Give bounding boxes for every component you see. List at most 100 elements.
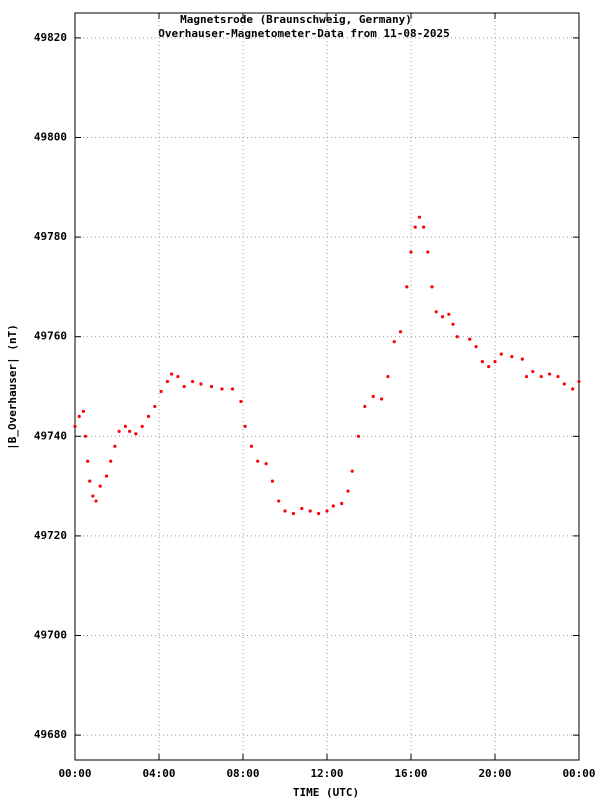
data-point — [73, 424, 77, 428]
x-tick-label: 00:00 — [58, 767, 91, 780]
data-point — [146, 414, 151, 418]
plot-frame — [74, 12, 580, 761]
data-point — [363, 404, 367, 409]
data-point — [277, 499, 281, 503]
data-point — [417, 215, 421, 219]
data-point — [386, 374, 390, 379]
data-point — [577, 379, 581, 384]
x-tick-label: 00:00 — [562, 767, 595, 780]
data-point — [562, 382, 566, 386]
data-point — [165, 379, 169, 384]
data-point — [325, 509, 329, 513]
data-point — [230, 387, 235, 391]
data-point — [83, 434, 88, 438]
chart-title: Magnetsrode (Braunschweig, Germany) — [180, 13, 412, 26]
data-point — [104, 474, 109, 478]
data-point — [455, 335, 459, 339]
data-point — [405, 285, 409, 289]
data-point — [413, 225, 417, 229]
data-point — [317, 511, 321, 516]
data-point — [331, 504, 335, 508]
data-point — [113, 444, 117, 448]
y-tick-label: 49820 — [34, 31, 67, 44]
data-point — [270, 479, 274, 483]
data-point — [182, 384, 186, 389]
y-tick-label: 49720 — [34, 529, 67, 542]
data-point — [392, 340, 396, 344]
data-point — [440, 315, 445, 319]
data-point — [199, 382, 203, 386]
data-point — [91, 494, 95, 498]
y-tick-label: 49800 — [34, 131, 67, 144]
data-point — [340, 501, 344, 506]
data-point — [140, 424, 144, 428]
x-tick-label: 20:00 — [478, 767, 511, 780]
data-point — [209, 384, 214, 389]
data-point — [264, 462, 268, 466]
data-point — [159, 389, 163, 394]
data-point — [380, 397, 384, 401]
data-point — [539, 374, 543, 379]
data-point — [371, 394, 375, 399]
data-point — [556, 374, 560, 379]
data-point — [398, 330, 403, 334]
data-point — [77, 414, 81, 418]
data-point — [531, 369, 535, 374]
data-point — [88, 479, 92, 483]
data-point — [308, 509, 312, 513]
data-point — [256, 459, 260, 463]
data-point — [239, 399, 243, 404]
y-tick-label: 49700 — [34, 629, 67, 642]
data-point — [346, 489, 350, 493]
data-point — [128, 429, 132, 433]
data-point — [249, 444, 253, 448]
data-point — [430, 285, 434, 289]
data-point — [134, 432, 138, 436]
x-axis-label: TIME (UTC) — [293, 786, 359, 799]
data-point — [117, 429, 121, 433]
data-point — [510, 355, 514, 359]
data-point — [220, 387, 224, 391]
data-point — [434, 310, 438, 314]
data-point — [350, 469, 354, 473]
x-tick-label: 04:00 — [142, 767, 175, 780]
data-point — [499, 352, 503, 356]
data-point — [520, 357, 524, 361]
data-point — [468, 337, 472, 341]
data-point — [474, 345, 478, 349]
data-point — [98, 484, 102, 488]
data-point — [524, 374, 529, 379]
y-tick-label: 49740 — [34, 429, 67, 442]
data-point — [451, 322, 455, 326]
data-point — [176, 374, 180, 379]
data-point — [422, 225, 426, 229]
data-point — [109, 459, 113, 463]
data-point — [81, 409, 85, 413]
y-tick-label: 49760 — [34, 330, 67, 343]
data-point — [447, 312, 451, 316]
data-point — [409, 250, 413, 254]
data-point — [123, 424, 127, 428]
chart-subtitle: Overhauser-Magnetometer-Data from 11-08-… — [158, 27, 449, 40]
data-point — [426, 250, 430, 254]
x-tick-label: 16:00 — [394, 767, 427, 780]
x-tick-label: 08:00 — [226, 767, 259, 780]
data-point — [283, 509, 287, 513]
y-axis-label: |B_Overhauser| (nT) — [6, 324, 19, 450]
y-tick-label: 49680 — [34, 728, 67, 741]
data-point — [191, 379, 195, 384]
data-point — [86, 459, 90, 463]
data-point — [291, 511, 295, 516]
data-point — [480, 360, 484, 364]
data-point — [300, 506, 304, 511]
data-point — [170, 372, 174, 376]
y-tick-label: 49780 — [34, 230, 67, 243]
data-point — [548, 372, 552, 376]
data-point — [487, 364, 491, 369]
data-point — [153, 404, 157, 409]
data-point — [356, 434, 361, 438]
data-point — [243, 424, 247, 428]
x-tick-label: 12:00 — [310, 767, 343, 780]
data-point — [94, 499, 98, 503]
